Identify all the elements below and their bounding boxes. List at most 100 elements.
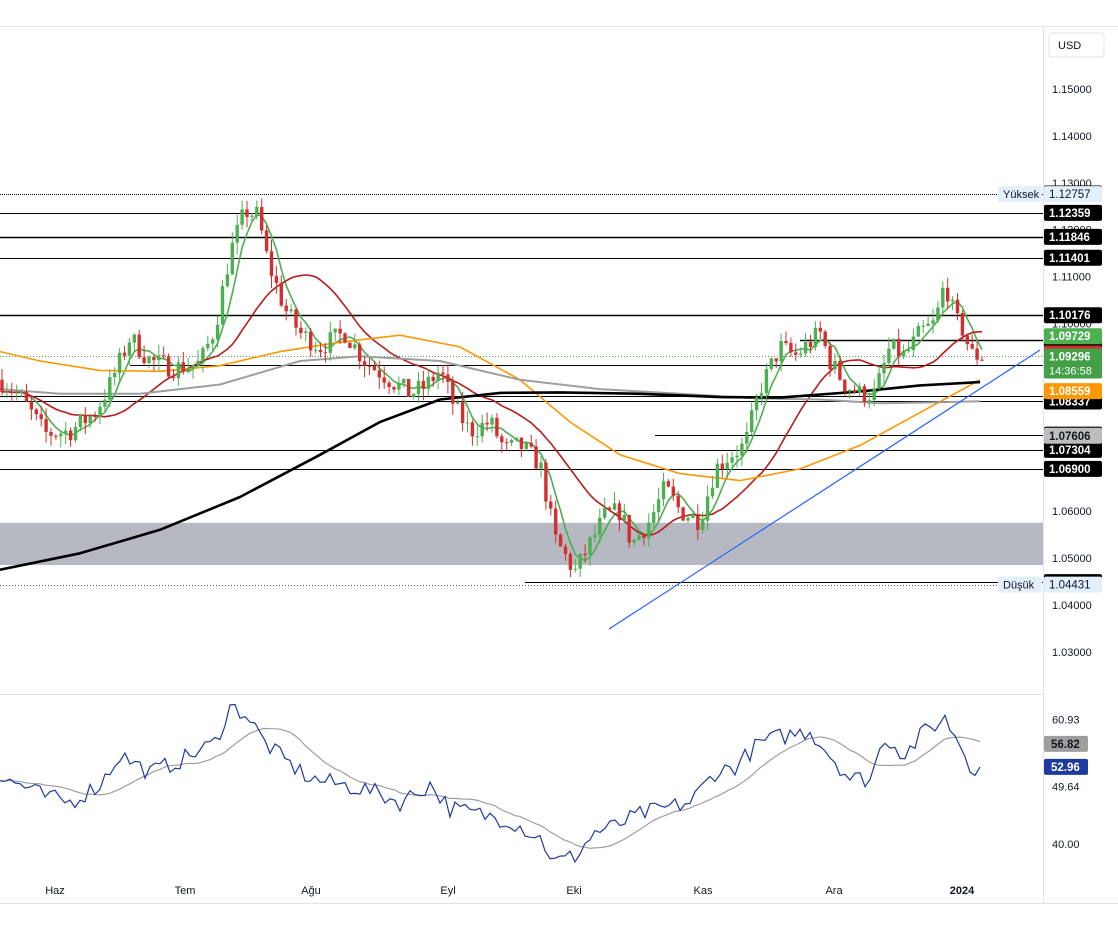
- candle-body-12: [59, 433, 63, 437]
- high-marker-value: 1.12757: [1049, 189, 1091, 201]
- candle-body-162: [794, 352, 798, 355]
- low-marker-value: 1.04431: [1049, 580, 1091, 592]
- candle-body-56: [274, 276, 279, 283]
- candle-178: [872, 379, 876, 406]
- level-tag-4: 1.10176: [1044, 307, 1102, 324]
- candle-44: [215, 315, 220, 348]
- candle-135: [661, 472, 666, 507]
- ma-tag-2-bg: [1044, 383, 1102, 400]
- candle-42: [206, 335, 210, 352]
- price-tick-4: 1.11000: [1052, 272, 1091, 284]
- low-marker-label: Düşük: [1003, 580, 1035, 592]
- candle-187: [916, 322, 920, 337]
- price-tick-6: 1.06000: [1052, 506, 1092, 518]
- candle-body-181: [887, 348, 891, 364]
- candle-191: [936, 300, 940, 323]
- candle-body-65: [318, 350, 323, 353]
- candle-body-30: [147, 357, 151, 363]
- candle-15: [73, 422, 78, 443]
- candle-body-148: [725, 462, 729, 469]
- candle-62: [304, 327, 308, 342]
- candle-body-50: [245, 209, 249, 217]
- candle-body-39: [191, 364, 195, 369]
- candle-body-169: [828, 345, 832, 370]
- ma-black-line: [0, 380, 981, 571]
- candle-139: [681, 506, 685, 522]
- candle-195: [955, 293, 960, 321]
- candle-body-77: [377, 370, 381, 378]
- candle-32: [157, 344, 161, 371]
- candle-157: [769, 357, 773, 372]
- candle-104: [509, 438, 514, 447]
- candle-166: [813, 321, 818, 351]
- candle-109: [534, 439, 538, 469]
- candle-body-64: [313, 350, 318, 352]
- rsi-signal-tag: 56.82: [1044, 735, 1088, 752]
- candle-110: [539, 455, 543, 478]
- candle-body-32: [157, 355, 161, 361]
- candle-193: [946, 277, 950, 310]
- candle-142: [696, 504, 700, 541]
- candle-188: [921, 319, 925, 334]
- candle-126: [617, 500, 622, 532]
- candle-body-184: [901, 350, 906, 357]
- candle-body-193: [946, 287, 950, 302]
- time-label-1: Tem: [175, 885, 196, 897]
- candle-body-177: [867, 400, 871, 402]
- candle-body-175: [857, 386, 862, 393]
- level-tag-2: 1.11846: [1044, 228, 1102, 245]
- candle-body-10: [49, 431, 53, 436]
- candle-body-7: [34, 409, 38, 415]
- current-price-value: 1.09296: [1049, 351, 1091, 363]
- candle-body-6: [29, 401, 34, 410]
- candle-122: [598, 508, 602, 544]
- candle-body-33: [162, 355, 166, 357]
- current-price-bg: [1044, 348, 1102, 379]
- candle-172: [843, 379, 847, 398]
- candle-9: [44, 408, 48, 443]
- candle-164: [803, 333, 808, 357]
- rsi-value-tag-text: 52.96: [1051, 762, 1080, 774]
- candle-body-128: [627, 515, 631, 543]
- candle-82: [402, 378, 406, 388]
- candle-95: [465, 411, 470, 433]
- candle-79: [387, 380, 391, 395]
- candle-160: [784, 331, 788, 346]
- candle-21: [103, 389, 107, 413]
- candle-13: [64, 421, 68, 445]
- candle-body-160: [784, 341, 788, 343]
- high-marker-label: Yüksek: [1003, 189, 1040, 201]
- high-marker: Yüksek 1.12757: [998, 186, 1102, 203]
- candle-125: [612, 492, 617, 511]
- candle-body-133: [652, 512, 656, 523]
- candle-0: [0, 368, 4, 396]
- candle-169: [828, 342, 832, 377]
- candle-body-141: [691, 514, 695, 518]
- candle-2: [10, 382, 14, 402]
- candle-78: [382, 366, 386, 389]
- candle-165: [808, 334, 813, 354]
- candle-body-105: [514, 437, 519, 441]
- candle-34: [166, 353, 171, 378]
- candle-106: [519, 437, 524, 458]
- candle-56: [274, 265, 279, 294]
- ma-tag-0-text: 1.09729: [1049, 331, 1091, 343]
- candle-84: [411, 392, 416, 400]
- candle-141: [691, 512, 695, 519]
- candle-body-174: [852, 390, 857, 393]
- time-label-3: Eyl: [440, 885, 455, 897]
- ma-tag-2-text: 1.08559: [1049, 386, 1091, 398]
- candle-body-104: [509, 440, 514, 443]
- current-price-countdown: 14:36:58: [1049, 365, 1092, 377]
- rsi-value-tag: 52.96: [1044, 758, 1088, 775]
- candle-body-198: [970, 343, 974, 349]
- candle-43: [211, 336, 215, 351]
- candle-body-173: [848, 390, 852, 392]
- candle-body-149: [730, 457, 734, 463]
- candle-137: [671, 478, 675, 501]
- candle-51: [250, 212, 254, 222]
- candle-58: [284, 299, 288, 321]
- candle-89: [436, 365, 440, 390]
